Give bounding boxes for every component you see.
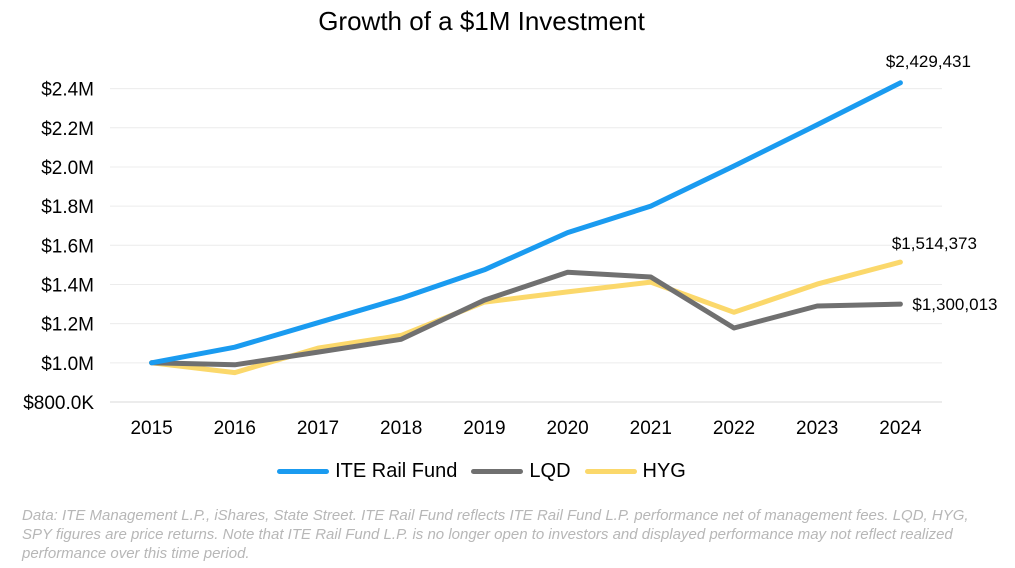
y-tick-label: $2.0M — [41, 158, 94, 179]
legend-label-hyg: HYG — [642, 460, 686, 482]
x-tick-label: 2018 — [380, 418, 422, 439]
series-line-hyg — [149, 259, 903, 376]
line-chart: $800.0K $1.0M $1.2M $1.4M $1.6M $1.8M $2.0M $2.… — [23, 52, 997, 439]
data-label-hyg: $1,514,373 — [892, 234, 977, 253]
chart-title: Growth of a $1M Investment — [318, 6, 645, 36]
series-line-ite-rail-fund — [149, 80, 903, 366]
chart-legend: ITE Rail Fund LQD HYG — [0, 460, 963, 483]
x-tick-label: 2022 — [713, 418, 755, 439]
y-tick-label: $2.2M — [41, 119, 94, 140]
data-label-lqd: $1,300,013 — [912, 295, 997, 314]
legend-item-hyg: HYG — [584, 460, 686, 483]
x-tick-label: 2020 — [546, 418, 588, 439]
x-tick-label: 2016 — [214, 418, 256, 439]
legend-item-ite-rail-fund: ITE Rail Fund — [277, 460, 457, 483]
x-tick-label: 2015 — [130, 418, 172, 439]
y-tick-label: $1.6M — [41, 236, 94, 257]
x-tick-label: 2023 — [796, 418, 838, 439]
legend-swatch-lqd — [471, 469, 524, 474]
legend-item-lqd: LQD — [471, 460, 571, 483]
x-tick-label: 2019 — [463, 418, 505, 439]
data-source-footnote: Data: ITE Management L.P., iShares, Stat… — [22, 507, 969, 562]
legend-label-ite-rail-fund: ITE Rail Fund — [335, 460, 458, 482]
x-tick-label: 2017 — [297, 418, 339, 439]
data-label-ite-rail-fund: $2,429,431 — [886, 52, 971, 71]
y-tick-label: $2.4M — [41, 80, 94, 101]
y-tick-label: $1.8M — [41, 197, 94, 218]
y-tick-label: $1.0M — [41, 354, 94, 375]
x-tick-label: 2024 — [879, 418, 922, 439]
legend-swatch-hyg — [584, 469, 637, 474]
y-tick-label: $1.2M — [41, 315, 94, 336]
series-line-lqd — [149, 269, 903, 368]
legend-label-lqd: LQD — [529, 460, 571, 482]
legend-swatch-ite-rail-fund — [277, 469, 330, 474]
x-tick-label: 2021 — [630, 418, 672, 439]
y-tick-label: $1.4M — [41, 275, 94, 296]
y-tick-label: $800.0K — [23, 393, 94, 414]
